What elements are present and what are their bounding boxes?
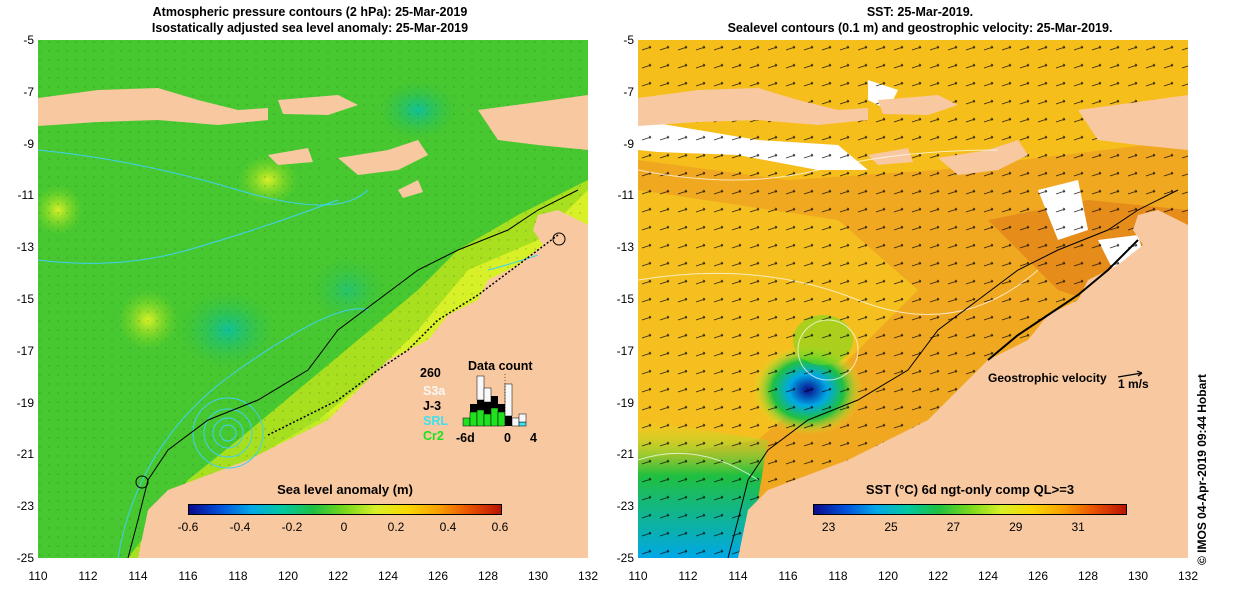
sst-tick-label: 31 <box>1071 520 1085 534</box>
lon-tick-label: 130 <box>527 569 549 583</box>
lat-tick-label: -7 <box>23 84 34 99</box>
sst-tick-label: 25 <box>884 520 898 534</box>
legend-entry-srl: SRL <box>423 414 448 428</box>
sla-tick-label: 0 <box>340 520 348 534</box>
lon-tick-label: 118 <box>828 569 848 583</box>
legend-entry-s3a: S3a <box>423 384 446 398</box>
lon-tick-label: 114 <box>128 569 148 583</box>
velocity-scale: 1 m/s <box>1118 377 1149 391</box>
lat-tick-label: -11 <box>617 188 634 203</box>
sst-map-canvas <box>638 40 1188 558</box>
lon-tick-label: 130 <box>1127 569 1149 583</box>
sla-tick-label: -0.2 <box>281 520 303 534</box>
lon-tick-label: 128 <box>477 569 499 583</box>
right-title-line2: Sealevel contours (0.1 m) and geostrophi… <box>727 21 1113 35</box>
left-title-line2: Isostatically adjusted sea level anomaly… <box>151 21 469 35</box>
lat-tick-label: -25 <box>16 551 34 565</box>
right-title-line1: SST: 25-Mar-2019. <box>866 5 974 19</box>
lat-tick-label: -23 <box>616 499 634 514</box>
lon-tick-label: 118 <box>228 569 248 583</box>
lat-tick-label: -11 <box>17 188 34 203</box>
sea-level-map-canvas <box>38 40 588 558</box>
lat-tick-label: -19 <box>616 395 634 410</box>
sla-tick-label: 0.2 <box>387 520 405 534</box>
lat-tick-label: -17 <box>616 343 634 358</box>
left-title-line1: Atmospheric pressure contours (2 hPa): 2… <box>152 5 468 19</box>
lon-tick-label: 110 <box>628 569 648 583</box>
sea-level-map <box>38 40 588 558</box>
sst-colorbar-title: SST (°C) 6d ngt-only comp QL>=3 <box>865 482 1075 497</box>
credit-text: © IMOS 04-Apr-2019 09:44 Hobart <box>1195 374 1209 565</box>
sst-colorbar-bar <box>813 504 1127 515</box>
lat-tick-label: -9 <box>23 136 34 151</box>
lon-tick-label: 112 <box>678 569 698 583</box>
data-count-max: 260 <box>420 366 441 380</box>
lat-tick-label: -21 <box>16 447 34 462</box>
lon-tick-label: 126 <box>427 569 449 583</box>
lat-tick-label: -17 <box>16 343 34 358</box>
lat-tick-label: -5 <box>23 33 34 47</box>
sst-tick-label: 27 <box>946 520 961 534</box>
sla-colorbar-title: Sea level anomaly (m) <box>277 482 413 497</box>
lon-tick-label: 132 <box>1177 569 1199 583</box>
lon-tick-label: 126 <box>1027 569 1049 583</box>
lat-tick-label: -19 <box>16 395 34 410</box>
data-count-x-label: 4 <box>530 431 537 445</box>
lon-tick-label: 116 <box>778 569 798 583</box>
sla-tick-label: 0.4 <box>439 520 457 534</box>
lon-tick-label: 114 <box>728 569 748 583</box>
lat-tick-label: -15 <box>616 292 634 306</box>
lon-tick-label: 122 <box>327 569 349 583</box>
lat-tick-label: -25 <box>616 551 634 565</box>
sla-tick-label: -0.4 <box>229 520 251 534</box>
data-count-x-labels: -6d 0 4 <box>456 431 546 445</box>
lon-tick-label: 116 <box>178 569 198 583</box>
lon-tick-label: 122 <box>927 569 949 583</box>
lon-tick-label: 120 <box>877 569 899 583</box>
sst-colorbar: SST (°C) 6d ngt-only comp QL>=3 23 25 27 29… <box>810 482 1130 534</box>
sla-colorbar-ticks: -0.6 -0.4 -0.2 0 0.2 0.4 0.6 <box>178 520 509 534</box>
sst-tick-label: 23 <box>821 520 836 534</box>
legend-entry-j-3: J-3 <box>423 399 442 413</box>
data-count-x-label: 0 <box>504 431 511 445</box>
sla-colorbar: Sea level anomaly (m) -0.6 -0.4 -0.2 0 0.2 0.… <box>178 482 509 534</box>
data-count-x-label: -6d <box>456 431 475 445</box>
lat-tick-label: -15 <box>16 292 34 306</box>
sla-colorbar-bar <box>188 504 502 515</box>
lon-tick-label: 128 <box>1077 569 1099 583</box>
lat-tick-label: -13 <box>16 240 34 255</box>
lon-tick-label: 124 <box>977 569 999 583</box>
lat-tick-label: -7 <box>623 84 634 99</box>
lat-tick-label: -23 <box>16 499 34 514</box>
data-count-histogram <box>462 374 527 427</box>
lat-tick-label: -5 <box>623 33 634 47</box>
velocity-label: Geostrophic velocity <box>988 371 1107 385</box>
lon-tick-label: 124 <box>377 569 399 583</box>
lat-tick-label: -21 <box>616 447 634 462</box>
velocity-scale-arrow-icon <box>1117 370 1143 378</box>
data-count-legend: S3a J-3 SRL Cr2 <box>423 384 448 444</box>
lon-tick-label: 120 <box>277 569 299 583</box>
sst-tick-label: 29 <box>1009 520 1023 534</box>
lat-tick-label: -13 <box>616 240 634 255</box>
data-count-title: Data count <box>468 359 533 373</box>
right-title: SST: 25-Mar-2019. Sealevel contours (0.1… <box>620 4 1220 36</box>
data-count-inset: 260 Data count S3a J-3 SRL Cr2 -6d 0 4 <box>420 358 550 448</box>
sla-tick-label: 0.6 <box>491 520 509 534</box>
sst-colorbar-ticks: 23 25 27 29 31 <box>813 520 1125 534</box>
left-title: Atmospheric pressure contours (2 hPa): 2… <box>90 4 530 36</box>
lat-tick-label: -9 <box>623 136 634 151</box>
sst-map: Geostrophic velocity 1 m/s <box>638 40 1188 558</box>
lon-tick-label: 112 <box>78 569 98 583</box>
legend-entry-cr2: Cr2 <box>423 429 444 443</box>
sla-tick-label: -0.6 <box>177 520 199 534</box>
lon-tick-label: 110 <box>28 569 48 583</box>
lon-tick-label: 132 <box>577 569 599 583</box>
